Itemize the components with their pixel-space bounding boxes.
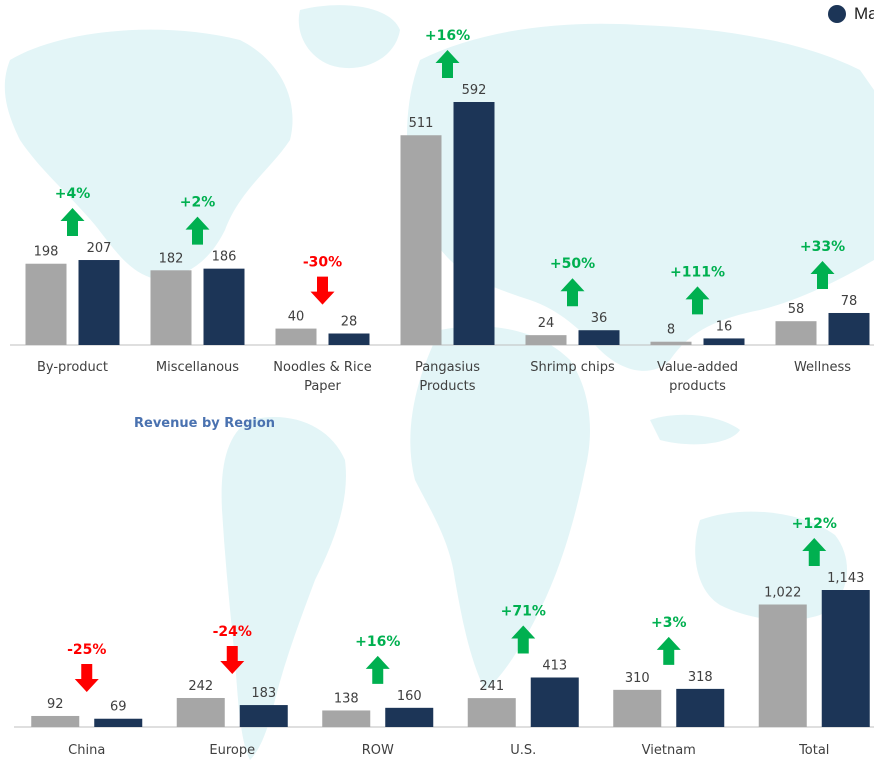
up-arrow-icon <box>365 655 390 684</box>
chart-legend: Ma <box>828 4 874 24</box>
bar-current-year <box>385 707 434 727</box>
category-label: Total <box>798 743 829 758</box>
category-label: Vietnam <box>642 743 696 758</box>
bar-current-year <box>821 590 870 727</box>
category-label: By-product <box>37 360 108 375</box>
bar-previous-year <box>25 263 67 345</box>
bar-current-year <box>676 688 725 727</box>
change-label: +4% <box>55 186 91 202</box>
data-label: 24 <box>538 316 555 331</box>
change-label: +16% <box>425 28 470 44</box>
up-arrow-icon <box>435 50 460 78</box>
category-label: Pangasius Products <box>415 360 480 394</box>
data-label: 40 <box>288 310 305 325</box>
chart-revenue-by-product: 198 207 By-product +4% 182 186 Miscellanous +2%… <box>10 28 874 394</box>
bar-previous-year <box>275 328 317 345</box>
bar-previous-year <box>613 689 662 727</box>
down-arrow-icon <box>310 276 335 305</box>
data-label: 1,022 <box>764 586 801 601</box>
category-label: ROW <box>362 743 394 758</box>
up-arrow-icon <box>685 286 710 315</box>
up-arrow-icon <box>560 278 585 307</box>
data-label: 138 <box>334 691 359 706</box>
bar-previous-year <box>650 341 692 345</box>
bar-previous-year <box>775 321 817 345</box>
data-label: 78 <box>841 294 858 309</box>
change-label: +2% <box>180 195 216 211</box>
bar-previous-year <box>150 270 192 345</box>
data-label: 8 <box>667 323 675 338</box>
data-label: 242 <box>188 679 213 694</box>
up-arrow-icon <box>802 538 827 566</box>
data-label: 36 <box>591 311 608 326</box>
legend-label: Ma <box>854 4 874 23</box>
up-arrow-icon <box>60 208 85 237</box>
bar-previous-year <box>322 710 371 727</box>
category-label: Wellness <box>794 360 851 375</box>
data-label: 183 <box>251 686 276 701</box>
change-label: -30% <box>303 255 342 271</box>
data-label: 310 <box>625 671 650 686</box>
legend-marker-current <box>828 5 846 23</box>
bar-current-year <box>828 312 870 345</box>
change-label: -24% <box>213 624 252 640</box>
data-label: 16 <box>716 319 733 334</box>
data-label: 186 <box>212 250 237 265</box>
up-arrow-icon <box>810 260 835 289</box>
change-label: +3% <box>651 615 687 631</box>
up-arrow-icon <box>185 216 210 245</box>
category-label: Europe <box>209 743 255 758</box>
category-label: Noodles & Rice Paper <box>273 360 371 394</box>
data-label: 511 <box>409 116 434 131</box>
change-label: +50% <box>550 256 595 272</box>
data-label: 1,143 <box>827 571 864 586</box>
data-label: 198 <box>34 245 59 260</box>
category-label: Value-added products <box>657 360 738 394</box>
data-label: 92 <box>47 697 64 712</box>
change-label: +12% <box>792 516 837 532</box>
bar-previous-year <box>176 697 225 727</box>
data-label: 58 <box>788 302 805 317</box>
bar-previous-year <box>400 135 442 345</box>
change-label: -25% <box>67 642 106 658</box>
bar-current-year <box>328 333 370 345</box>
data-label: 592 <box>462 83 487 98</box>
bar-previous-year <box>467 698 516 727</box>
change-label: +111% <box>670 264 725 280</box>
bar-current-year <box>203 268 245 345</box>
bar-current-year <box>453 102 495 345</box>
data-label: 413 <box>542 658 567 673</box>
section-title-revenue-by-region: Revenue by Region <box>134 416 276 431</box>
change-label: +33% <box>800 239 845 255</box>
data-label: 241 <box>479 679 504 694</box>
bar-current-year <box>94 718 143 727</box>
bar-current-year <box>239 705 288 727</box>
bar-current-year <box>703 338 745 345</box>
data-label: 69 <box>110 700 127 715</box>
category-label: Miscellanous <box>156 360 239 375</box>
bar-previous-year <box>758 604 807 727</box>
data-label: 318 <box>688 670 713 685</box>
data-label: 28 <box>341 315 358 330</box>
bar-current-year <box>530 677 579 727</box>
bar-previous-year <box>525 335 567 345</box>
bar-previous-year <box>31 715 80 727</box>
category-label: China <box>68 743 105 758</box>
category-label: Shrimp chips <box>530 360 615 375</box>
bar-current-year <box>578 330 620 345</box>
category-label: U.S. <box>510 743 536 758</box>
down-arrow-icon <box>74 663 99 692</box>
up-arrow-icon <box>656 636 681 665</box>
change-label: +71% <box>501 603 546 619</box>
change-label: +16% <box>355 634 400 650</box>
down-arrow-icon <box>220 645 245 674</box>
data-label: 207 <box>87 241 112 256</box>
up-arrow-icon <box>511 625 536 654</box>
data-label: 182 <box>159 251 184 266</box>
data-label: 160 <box>397 689 422 704</box>
bar-current-year <box>78 260 120 345</box>
